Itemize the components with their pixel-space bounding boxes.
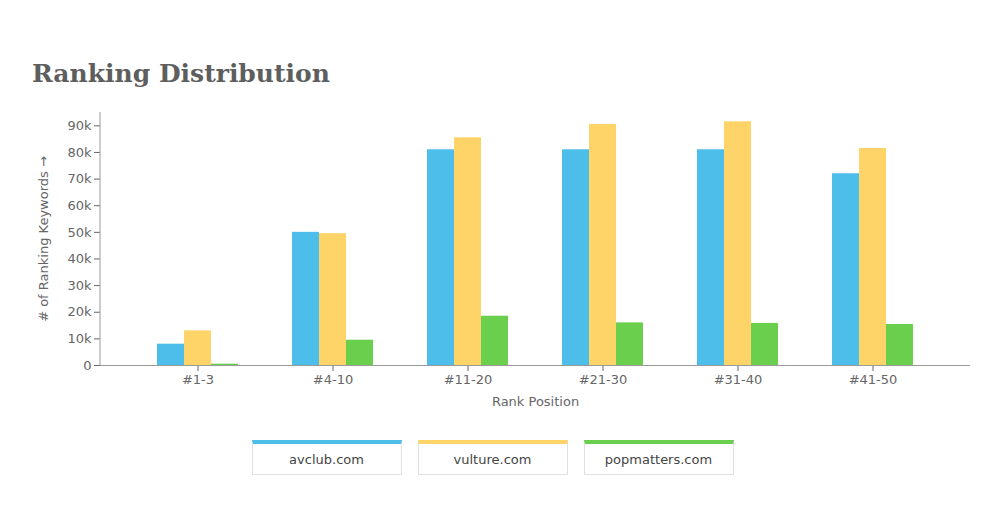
svg-text:#11-20: #11-20 — [444, 372, 493, 387]
svg-text:#31-40: #31-40 — [714, 372, 763, 387]
svg-text:40k: 40k — [67, 251, 92, 266]
html-text:vulture.com: vulture.com — [453, 451, 532, 467]
svg-text:60k: 60k — [67, 198, 92, 213]
svg-text:90k: 90k — [67, 118, 92, 133]
svg-text:70k: 70k — [67, 171, 92, 186]
html-text:avclub.com: avclub.com — [289, 451, 364, 467]
svg-text:80k: 80k — [67, 145, 92, 160]
svg-text:0: 0 — [83, 358, 91, 373]
svg-text:10k: 10k — [67, 331, 92, 346]
svg-text:#1-3: #1-3 — [182, 372, 214, 387]
svg-text:# of Ranking Keywords →: # of Ranking Keywords → — [36, 156, 51, 322]
svg-text:Rank Position: Rank Position — [492, 394, 579, 409]
html-text:Ranking Distribution: Ranking Distribution — [32, 59, 330, 88]
svg-text:20k: 20k — [67, 304, 92, 319]
svg-text:50k: 50k — [67, 225, 92, 240]
svg-text:#21-30: #21-30 — [579, 372, 628, 387]
html-text:popmatters.com: popmatters.com — [604, 451, 713, 467]
svg-text:#4-10: #4-10 — [313, 372, 353, 387]
svg-text:30k: 30k — [67, 278, 92, 293]
svg-text:#41-50: #41-50 — [849, 372, 898, 387]
